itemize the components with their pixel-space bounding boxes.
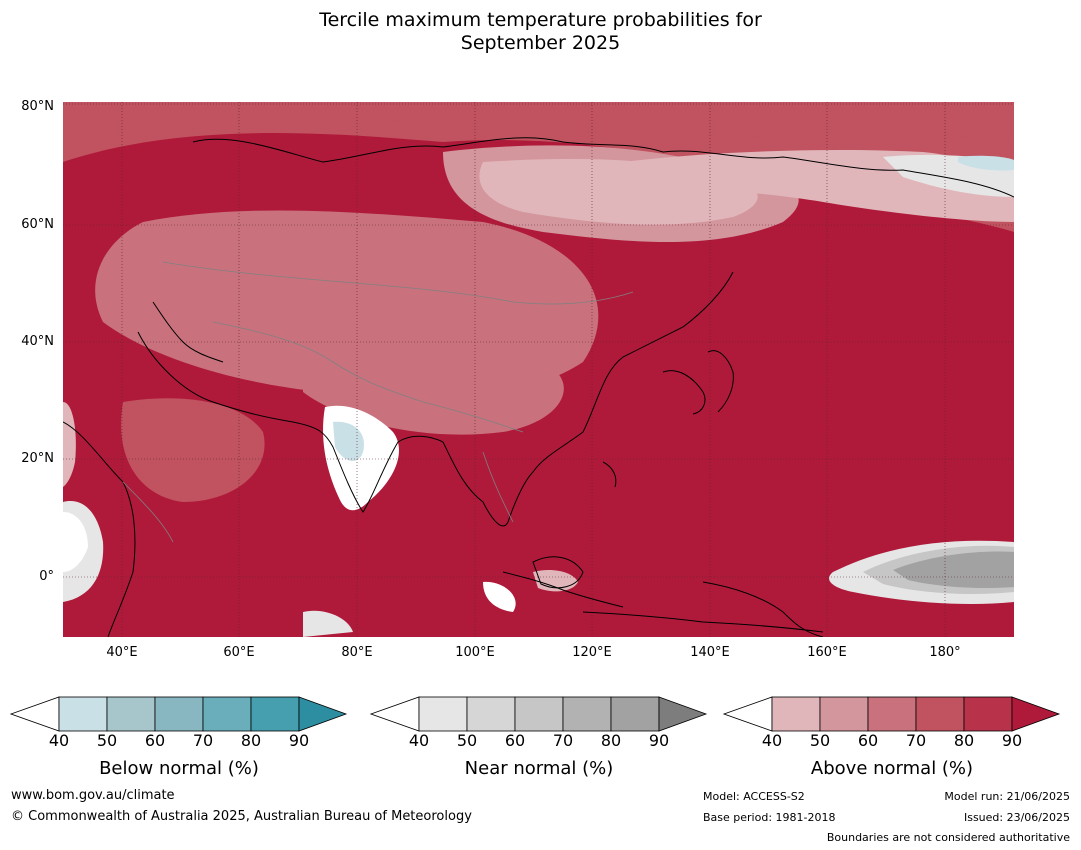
lat-label-20n: 20°N [21,451,54,466]
colorbar-below-label: Below normal (%) [99,758,259,779]
lon-label-60e: 60°E [223,645,255,660]
colorbar-tick: 60 [504,731,526,750]
title-line-2: September 2025 [460,32,621,54]
colorbar-below-normal [10,696,348,732]
tibet-60 [303,346,564,435]
colorbar-above-swatch-80 [963,696,1013,732]
colorbar-tick: 80 [240,731,262,750]
colorbar-below-swatch-80 [250,696,300,732]
colorbar-tick: 90 [1001,731,1023,750]
pacific-near-normal-80 [893,551,1014,589]
colorbar-below-swatch-60 [154,696,204,732]
colorbar-tick: 70 [192,731,214,750]
coastlines [63,137,1014,637]
colorbar-above-swatch-60 [867,696,917,732]
colorbar-near-swatch-70 [562,696,612,732]
lon-label-80e: 80°E [341,645,373,660]
colorbar-tick: 60 [144,731,166,750]
colorbar-below-swatch-40 [58,696,108,732]
colorbar-tick: 50 [456,731,478,750]
colorbar-tick: 80 [953,731,975,750]
colorbar-near-extend-high [658,696,708,732]
colorbar-tick: 40 [408,731,430,750]
model-name: Model: ACCESS-S2 [703,790,805,803]
arabia-70 [121,398,265,502]
colorbar-tick: 50 [96,731,118,750]
colorbar-above-extend-low [723,696,773,732]
colorbar-above-extend-high [1011,696,1061,732]
africa-white [63,512,88,572]
chukotka-below-normal [958,155,1014,171]
colorbar-near-swatch-60 [514,696,564,732]
india-below-normal [333,421,364,462]
boundaries-disclaimer: Boundaries are not considered authoritat… [826,831,1070,844]
lon-label-120e: 120°E [572,645,612,660]
colorbar-below-extend-high [298,696,348,732]
lat-label-60n: 60°N [21,217,54,232]
indian-ocean-near-normal [303,610,353,637]
issued-date: Issued: 23/06/2025 [963,811,1070,824]
colorbar-near-swatch-80 [610,696,660,732]
colorbar-near-swatch-50 [466,696,516,732]
colorbar-near-normal [370,696,708,732]
colorbar-above-swatch-50 [819,696,869,732]
probability-map [63,102,1014,637]
lat-label-80n: 80°N [21,99,54,114]
map-svg [63,102,1014,637]
colorbar-tick: 90 [648,731,670,750]
colorbar-tick: 80 [600,731,622,750]
lon-label-140e: 140°E [690,645,730,660]
lon-label-160e: 160°E [807,645,847,660]
map-title: Tercile maximum temperature probabilitie… [0,9,1081,55]
colorbar-above-swatch-70 [915,696,965,732]
country-borders [122,261,634,543]
copyright-text: © Commonwealth of Australia 2025, Austra… [11,809,472,824]
colorbar-above-swatch-40 [771,696,821,732]
colorbar-near-swatch-40 [418,696,468,732]
colorbar-tick: 40 [761,731,783,750]
colorbar-near-label: Near normal (%) [464,758,614,779]
colorbar-tick: 90 [288,731,310,750]
lat-label-40n: 40°N [21,334,54,349]
graticule [63,102,1014,637]
website-link[interactable]: www.bom.gov.au/climate [11,788,175,803]
lat-label-0: 0° [39,569,54,584]
colorbar-below-swatch-50 [106,696,156,732]
sumatra-white [483,581,516,612]
base-period: Base period: 1981-2018 [703,811,836,824]
colorbar-tick: 50 [809,731,831,750]
colorbar-tick: 70 [905,731,927,750]
colorbar-tick: 70 [552,731,574,750]
colorbar-tick: 60 [857,731,879,750]
colorbar-above-label: Above normal (%) [810,758,974,779]
colorbar-tick: 40 [48,731,70,750]
arctic-band [63,102,1014,142]
lon-label-100e: 100°E [455,645,495,660]
colorbar-near-extend-low [370,696,420,732]
model-run-date: Model run: 21/06/2025 [944,790,1070,803]
lon-label-180: 180° [929,645,961,660]
colorbar-below-swatch-70 [202,696,252,732]
lon-label-40e: 40°E [106,645,138,660]
colorbar-above-normal [723,696,1061,732]
colorbar-below-extend-low [10,696,60,732]
title-line-1: Tercile maximum temperature probabilitie… [319,9,762,31]
